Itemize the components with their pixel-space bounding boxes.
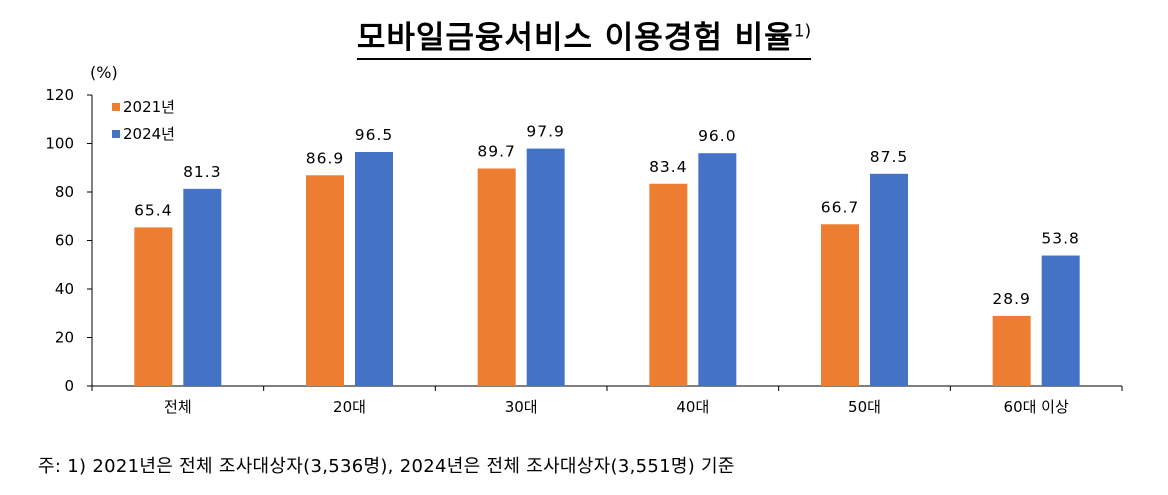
- bar-2024: [1041, 255, 1080, 386]
- data-label: 96.0: [698, 127, 737, 145]
- bar-2024: [526, 148, 565, 386]
- chart-title-text: 모바일금융서비스 이용경험 비율: [356, 20, 794, 56]
- data-label: 28.9: [992, 290, 1031, 308]
- x-category-label: 30대: [505, 398, 538, 416]
- x-category-label: 40대: [676, 398, 709, 416]
- legend-label: 2021년: [123, 98, 175, 116]
- chart-title-footnote-marker: 1): [793, 21, 812, 42]
- bar-2021: [477, 168, 516, 386]
- x-category-label: 60대 이상: [1004, 398, 1069, 416]
- bar-2021: [134, 227, 173, 386]
- x-category-label: 20대: [333, 398, 366, 416]
- bar-2021: [992, 315, 1031, 386]
- y-tick-label: 20: [55, 329, 74, 347]
- footnote: 주: 1) 2021년은 전체 조사대상자(3,536명), 2024년은 전체…: [38, 456, 735, 477]
- legend-label: 2024년: [123, 125, 175, 143]
- bar-2024: [183, 188, 222, 386]
- bar-chart: 0 20 40 60 80 100 120 전체 20대 30대 40대 50대 60대 이상 65.4 8…: [45, 86, 1123, 416]
- data-label: 97.9: [526, 123, 565, 141]
- y-tick-label: 60: [55, 232, 74, 250]
- bar-2024: [870, 173, 908, 386]
- y-axis-unit-label: (%): [90, 63, 118, 82]
- data-label: 96.5: [355, 126, 394, 144]
- y-tick-label: 120: [45, 86, 74, 104]
- data-label: 65.4: [134, 201, 173, 219]
- bar-2024: [355, 151, 393, 386]
- bar-2021: [649, 183, 688, 386]
- data-label: 83.4: [649, 158, 688, 176]
- legend-swatch: [112, 130, 120, 138]
- data-label: 66.7: [821, 198, 860, 216]
- chart-title-wrap: 모바일금융서비스 이용경험 비율1): [0, 12, 1168, 60]
- legend-swatch: [112, 103, 120, 111]
- chart-title: 모바일금융서비스 이용경험 비율1): [356, 12, 812, 60]
- bar-2024: [698, 153, 737, 386]
- data-label: 87.5: [870, 148, 909, 166]
- data-label: 89.7: [477, 142, 516, 160]
- bar-2021: [821, 224, 859, 386]
- x-category-label: 50대: [848, 398, 881, 416]
- y-tick-label: 100: [45, 135, 74, 153]
- data-label: 86.9: [306, 149, 345, 167]
- y-tick-label: 80: [55, 183, 74, 201]
- data-label: 53.8: [1041, 230, 1080, 248]
- data-label: 81.3: [183, 163, 222, 181]
- y-tick-label: 0: [64, 377, 74, 395]
- y-tick-label: 40: [55, 280, 74, 298]
- x-category-label: 전체: [164, 398, 192, 416]
- bar-2021: [306, 175, 344, 386]
